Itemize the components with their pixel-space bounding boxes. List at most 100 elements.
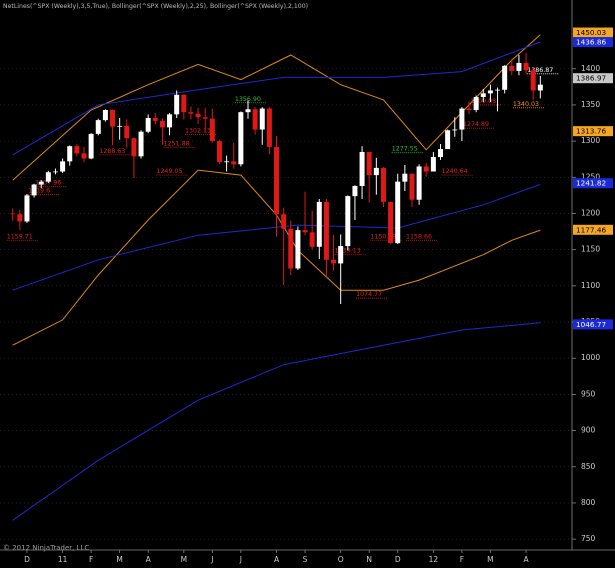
candle-body: [252, 109, 258, 130]
candle-body: [423, 166, 429, 172]
candle-body: [81, 153, 87, 159]
candle-body: [495, 89, 501, 91]
level-label: 1386.87: [527, 67, 553, 74]
candle-body: [352, 185, 358, 197]
candle-body: [473, 96, 479, 110]
candle-body: [224, 161, 230, 163]
candle-body: [359, 151, 365, 186]
level-label: 1237.96: [35, 180, 61, 187]
copyright: © 2012 NinjaTrader, LLC: [3, 544, 89, 552]
candle-body: [259, 108, 265, 130]
candle-body: [60, 161, 66, 172]
level-label: 1288.63: [99, 148, 125, 155]
candle-body: [302, 230, 308, 233]
level-label: 1277.55: [392, 146, 418, 153]
x-tick-label: 11: [58, 555, 68, 564]
candle-body: [445, 130, 451, 150]
x-tick-label: D: [24, 555, 30, 564]
candle-body: [345, 196, 351, 247]
candle-body: [10, 213, 16, 215]
candle-body: [159, 120, 165, 128]
candle-body: [167, 114, 173, 128]
y-tick-label: 750: [581, 534, 596, 543]
candle-body: [181, 94, 187, 113]
level-label: 1139.13: [335, 248, 361, 255]
candle-body: [188, 112, 194, 114]
y-tick-label: 1400: [581, 64, 600, 73]
x-tick-label: A: [146, 555, 152, 564]
price-marker: [573, 27, 613, 38]
candle-body: [338, 246, 344, 264]
bollinger-line: [12, 41, 541, 156]
chart-title: NetLines(^SPX (Weekly),3,5,True), Bollin…: [3, 3, 308, 10]
price-marker-label: 1241.82: [576, 179, 606, 188]
x-tick-label: M: [181, 555, 187, 564]
level-label: 1251.88: [164, 141, 190, 148]
candle-body: [266, 108, 272, 147]
candle-body: [295, 230, 301, 269]
y-tick-label: 1300: [581, 136, 600, 145]
candle-body: [102, 110, 108, 121]
level-label: 1274.89: [463, 121, 489, 128]
candle-body: [480, 93, 486, 97]
price-marker-label: 1450.03: [576, 28, 607, 37]
candle-body: [174, 94, 180, 115]
candle-body: [52, 171, 58, 173]
candle-body: [509, 65, 515, 71]
price-marker: [573, 73, 613, 84]
x-tick-label: M: [487, 555, 493, 564]
candle-body: [523, 62, 529, 71]
candle-body: [388, 201, 394, 244]
x-tick-label: F: [89, 555, 93, 564]
y-tick-label: 900: [581, 426, 596, 435]
y-tick-label: 1200: [581, 208, 600, 217]
candle-body: [88, 133, 94, 159]
candle-body: [95, 120, 101, 134]
candle-body: [395, 181, 401, 244]
price-marker-label: 1046.77: [576, 320, 607, 329]
candle-body: [459, 108, 465, 130]
candle-body: [323, 201, 329, 260]
level-label: 1302.13: [185, 128, 211, 135]
y-tick-label: 1000: [581, 353, 600, 362]
candle-body: [537, 84, 543, 91]
candle-body: [231, 161, 237, 165]
candle-body: [316, 201, 322, 247]
level-label: 1319.6: [28, 188, 50, 195]
candle-body: [409, 173, 415, 200]
x-tick-label: O: [338, 555, 344, 564]
x-tick-label: S: [303, 555, 308, 564]
y-tick-label: 1250: [581, 172, 600, 181]
x-tick-label: M: [116, 555, 122, 564]
price-marker-label: 1436.86: [576, 38, 607, 47]
level-label: 1158.66: [406, 233, 432, 240]
candle-body: [152, 117, 158, 121]
candle-body: [516, 62, 522, 71]
candle-body: [402, 173, 408, 182]
bollinger-line: [12, 322, 541, 521]
bollinger-line: [12, 169, 541, 346]
price-marker: [573, 126, 613, 137]
candle-body: [110, 110, 116, 127]
level-label: 1159.71: [7, 233, 33, 240]
price-marker-label: 1177.46: [576, 225, 607, 234]
x-tick-label: 12: [429, 555, 439, 564]
candle-body: [124, 125, 130, 139]
level-label: 1340.03: [513, 101, 539, 108]
price-marker: [573, 37, 613, 48]
candle-body: [45, 172, 51, 182]
price-marker: [573, 224, 613, 235]
level-label: 1150.98: [370, 233, 396, 240]
x-tick-label: F: [460, 555, 464, 564]
y-tick-label: 1150: [581, 245, 600, 254]
candle-body: [452, 129, 458, 131]
candle-body: [138, 131, 144, 157]
price-marker-label: 1386.97: [576, 74, 607, 83]
y-tick-label: 800: [581, 498, 596, 507]
candle-body: [195, 113, 201, 118]
candle-body: [288, 228, 294, 269]
level-label: 1356.90: [235, 96, 261, 103]
price-marker-label: 1313.76: [576, 127, 607, 136]
x-tick-label: J: [239, 555, 242, 564]
